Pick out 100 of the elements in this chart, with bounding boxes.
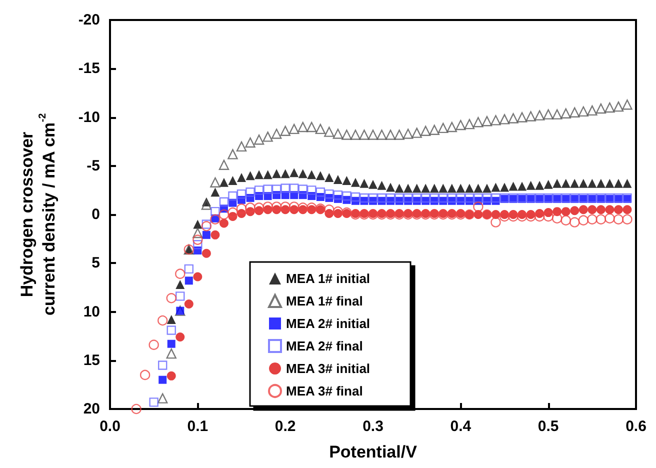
point xyxy=(175,268,186,279)
point xyxy=(605,205,614,214)
point xyxy=(570,107,580,118)
point xyxy=(473,117,484,128)
point xyxy=(228,176,238,185)
point xyxy=(158,360,168,370)
point xyxy=(622,100,632,110)
point xyxy=(158,376,167,384)
point xyxy=(368,180,378,189)
point xyxy=(622,214,632,224)
y-axis-title: Hydrogen crossover current density / mA cm-2 xyxy=(18,112,58,316)
point xyxy=(246,171,255,180)
point xyxy=(263,170,272,180)
point xyxy=(350,178,360,187)
point xyxy=(342,130,352,140)
point xyxy=(412,193,422,203)
point xyxy=(570,217,580,228)
point xyxy=(140,370,150,380)
point xyxy=(604,213,615,224)
point xyxy=(290,184,299,193)
point xyxy=(588,205,597,214)
point xyxy=(272,184,282,194)
point xyxy=(228,207,238,218)
point xyxy=(614,205,623,214)
point xyxy=(131,404,142,414)
point xyxy=(360,193,369,203)
point xyxy=(176,332,185,342)
point xyxy=(184,264,194,274)
point xyxy=(421,193,430,203)
point xyxy=(271,128,282,139)
point xyxy=(447,184,456,193)
x-tick-label: 0.4 xyxy=(450,418,472,435)
point xyxy=(561,207,570,216)
point xyxy=(237,173,246,182)
point xyxy=(456,184,466,193)
point xyxy=(280,169,290,178)
point xyxy=(596,205,606,214)
x-tick-label: 0.2 xyxy=(274,418,296,435)
point xyxy=(560,215,571,226)
point xyxy=(368,130,378,140)
point xyxy=(430,184,439,193)
point xyxy=(386,182,396,192)
point xyxy=(342,191,352,201)
x-tick-label: 0.6 xyxy=(626,418,646,435)
y-tick-label: -5 xyxy=(86,157,100,174)
point xyxy=(360,178,369,188)
point xyxy=(306,122,317,132)
point xyxy=(166,371,176,380)
point xyxy=(218,160,230,170)
point xyxy=(219,178,228,187)
point xyxy=(500,182,509,192)
point xyxy=(491,182,500,192)
point xyxy=(307,170,316,180)
point xyxy=(420,126,431,136)
point xyxy=(578,106,588,117)
point xyxy=(474,193,483,203)
point xyxy=(166,315,176,324)
point xyxy=(306,202,317,213)
point xyxy=(350,130,361,140)
y-tick-label: 20 xyxy=(83,400,100,418)
point xyxy=(218,209,230,220)
x-axis-title: Potential/V xyxy=(329,442,418,462)
point xyxy=(614,178,623,188)
point xyxy=(613,214,624,224)
point xyxy=(254,170,264,180)
point xyxy=(482,116,492,126)
y-tick-label: 15 xyxy=(83,352,100,369)
point xyxy=(508,113,518,124)
point xyxy=(210,177,220,188)
point xyxy=(596,103,606,114)
point xyxy=(560,108,571,118)
point xyxy=(570,206,580,216)
point xyxy=(499,114,510,124)
point xyxy=(473,202,484,212)
point xyxy=(464,118,475,130)
x-tick-label: 0.3 xyxy=(362,418,384,435)
point xyxy=(280,126,290,136)
point xyxy=(578,215,588,226)
point xyxy=(587,214,598,224)
point xyxy=(394,193,404,203)
point xyxy=(490,115,501,126)
point xyxy=(376,130,387,140)
y-tick-label: 5 xyxy=(92,254,100,272)
point xyxy=(262,132,273,142)
point xyxy=(622,178,632,188)
point xyxy=(307,186,316,195)
point xyxy=(201,221,212,232)
point xyxy=(289,124,300,134)
point xyxy=(236,204,247,214)
point xyxy=(386,193,396,203)
point xyxy=(254,134,264,145)
point xyxy=(210,188,220,197)
point xyxy=(192,234,203,245)
point xyxy=(535,180,544,190)
legend-label: MEA 3# final xyxy=(286,384,363,398)
point xyxy=(552,213,562,224)
point xyxy=(438,193,448,203)
point xyxy=(202,220,212,229)
point xyxy=(508,211,518,222)
point xyxy=(482,193,492,203)
